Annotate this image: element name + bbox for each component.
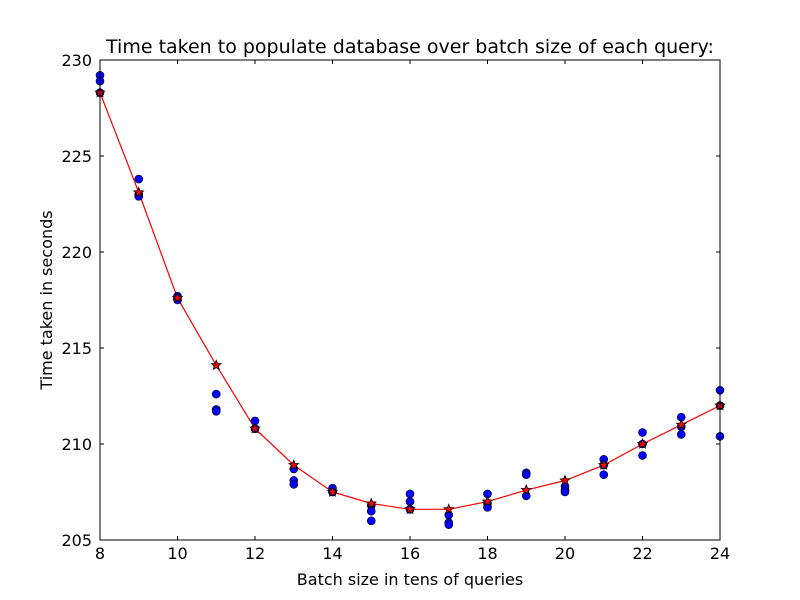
data-point bbox=[366, 506, 376, 516]
plot-area bbox=[100, 60, 720, 540]
trend-star-marker bbox=[442, 503, 455, 515]
y-tick-label: 210 bbox=[61, 435, 92, 454]
x-tick-label: 24 bbox=[710, 544, 730, 563]
trend-star-marker bbox=[171, 292, 184, 304]
tick-labels: 8 10 12 14 16 18 20 22 24 205 210 215 220 225 230 bbox=[61, 51, 730, 563]
trend-star-marker bbox=[210, 359, 223, 371]
chart-title: Time taken to populate database over bat… bbox=[105, 36, 714, 58]
data-point bbox=[211, 389, 221, 399]
trend-star-marker bbox=[481, 495, 494, 507]
data-point bbox=[638, 428, 647, 437]
data-point bbox=[676, 430, 686, 439]
data-point bbox=[638, 451, 647, 460]
x-tick-label: 18 bbox=[477, 544, 497, 563]
y-tick-label: 225 bbox=[61, 147, 92, 166]
x-tick-label: 16 bbox=[400, 544, 420, 563]
trend-star-marker bbox=[249, 422, 261, 434]
x-tick-label: 12 bbox=[245, 544, 265, 563]
x-tick-label: 10 bbox=[167, 544, 187, 563]
data-point bbox=[289, 480, 299, 489]
data-point bbox=[405, 489, 415, 499]
x-tick-label: 14 bbox=[322, 544, 342, 563]
data-point bbox=[134, 174, 144, 184]
trend-star-marker bbox=[520, 484, 533, 496]
x-axis-title: Batch size in tens of queries bbox=[297, 570, 523, 589]
trend-star-marker bbox=[675, 418, 688, 430]
data-point bbox=[599, 470, 609, 480]
data-point bbox=[366, 516, 376, 526]
x-tick-label: 20 bbox=[555, 544, 575, 563]
trend-star-marker bbox=[326, 485, 339, 497]
data-point bbox=[521, 470, 531, 480]
y-tick-label: 220 bbox=[61, 243, 92, 262]
data-point bbox=[560, 487, 570, 497]
y-tick-label: 230 bbox=[61, 51, 92, 70]
y-tick-label: 205 bbox=[61, 531, 92, 550]
data-point bbox=[211, 407, 221, 416]
data-point bbox=[444, 520, 454, 529]
trend-star-marker bbox=[559, 474, 571, 486]
plot-frame bbox=[99, 59, 721, 541]
trend-star-marker bbox=[287, 459, 300, 471]
x-tick-label: 22 bbox=[632, 544, 652, 563]
y-tick-label: 215 bbox=[61, 339, 92, 358]
trend-star-marker bbox=[365, 497, 378, 509]
trend-star-marker bbox=[636, 437, 649, 449]
y-axis-title: Time taken in seconds bbox=[37, 210, 56, 390]
trend-star-marker bbox=[132, 186, 145, 198]
x-tick-label: 8 bbox=[95, 544, 105, 563]
trend-star-markers bbox=[94, 86, 726, 515]
trend-star-marker bbox=[404, 503, 416, 515]
trend-star-marker bbox=[597, 459, 610, 471]
